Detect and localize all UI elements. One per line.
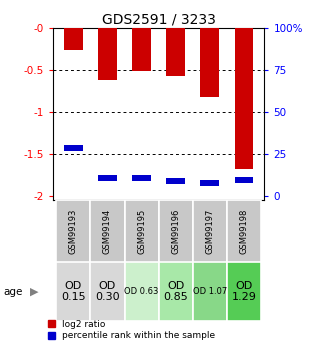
Bar bbox=[200, 28, 219, 97]
Text: age: age bbox=[3, 287, 22, 296]
Bar bbox=[124, 262, 159, 321]
Text: OD 1.07: OD 1.07 bbox=[193, 287, 227, 296]
Bar bbox=[98, 28, 117, 80]
Bar bbox=[64, 28, 83, 50]
Bar bbox=[166, 178, 185, 184]
Bar bbox=[98, 175, 117, 181]
Bar bbox=[91, 200, 124, 262]
Bar bbox=[124, 200, 159, 262]
Bar bbox=[159, 262, 193, 321]
Text: OD
0.15: OD 0.15 bbox=[61, 281, 86, 302]
Text: GSM99194: GSM99194 bbox=[103, 208, 112, 254]
Text: GSM99196: GSM99196 bbox=[171, 208, 180, 254]
Bar bbox=[227, 200, 261, 262]
Text: OD 0.63: OD 0.63 bbox=[124, 287, 159, 296]
Bar bbox=[132, 28, 151, 71]
Text: ▶: ▶ bbox=[30, 287, 38, 296]
Bar bbox=[56, 262, 91, 321]
Text: GSM99193: GSM99193 bbox=[69, 208, 78, 254]
Bar bbox=[193, 200, 227, 262]
Text: GSM99198: GSM99198 bbox=[239, 208, 248, 254]
Text: GSM99197: GSM99197 bbox=[205, 208, 214, 254]
Bar bbox=[200, 180, 219, 186]
Bar bbox=[227, 262, 261, 321]
Bar bbox=[234, 177, 253, 183]
Bar bbox=[132, 175, 151, 181]
Bar bbox=[64, 145, 83, 151]
Bar bbox=[234, 28, 253, 169]
Text: OD
0.30: OD 0.30 bbox=[95, 281, 120, 302]
Bar bbox=[56, 200, 91, 262]
Legend: log2 ratio, percentile rank within the sample: log2 ratio, percentile rank within the s… bbox=[48, 320, 216, 341]
Bar bbox=[166, 28, 185, 76]
Bar bbox=[193, 262, 227, 321]
Text: OD
1.29: OD 1.29 bbox=[231, 281, 256, 302]
Bar bbox=[91, 262, 124, 321]
Title: GDS2591 / 3233: GDS2591 / 3233 bbox=[102, 12, 216, 27]
Text: GSM99195: GSM99195 bbox=[137, 208, 146, 254]
Text: OD
0.85: OD 0.85 bbox=[163, 281, 188, 302]
Bar bbox=[159, 200, 193, 262]
